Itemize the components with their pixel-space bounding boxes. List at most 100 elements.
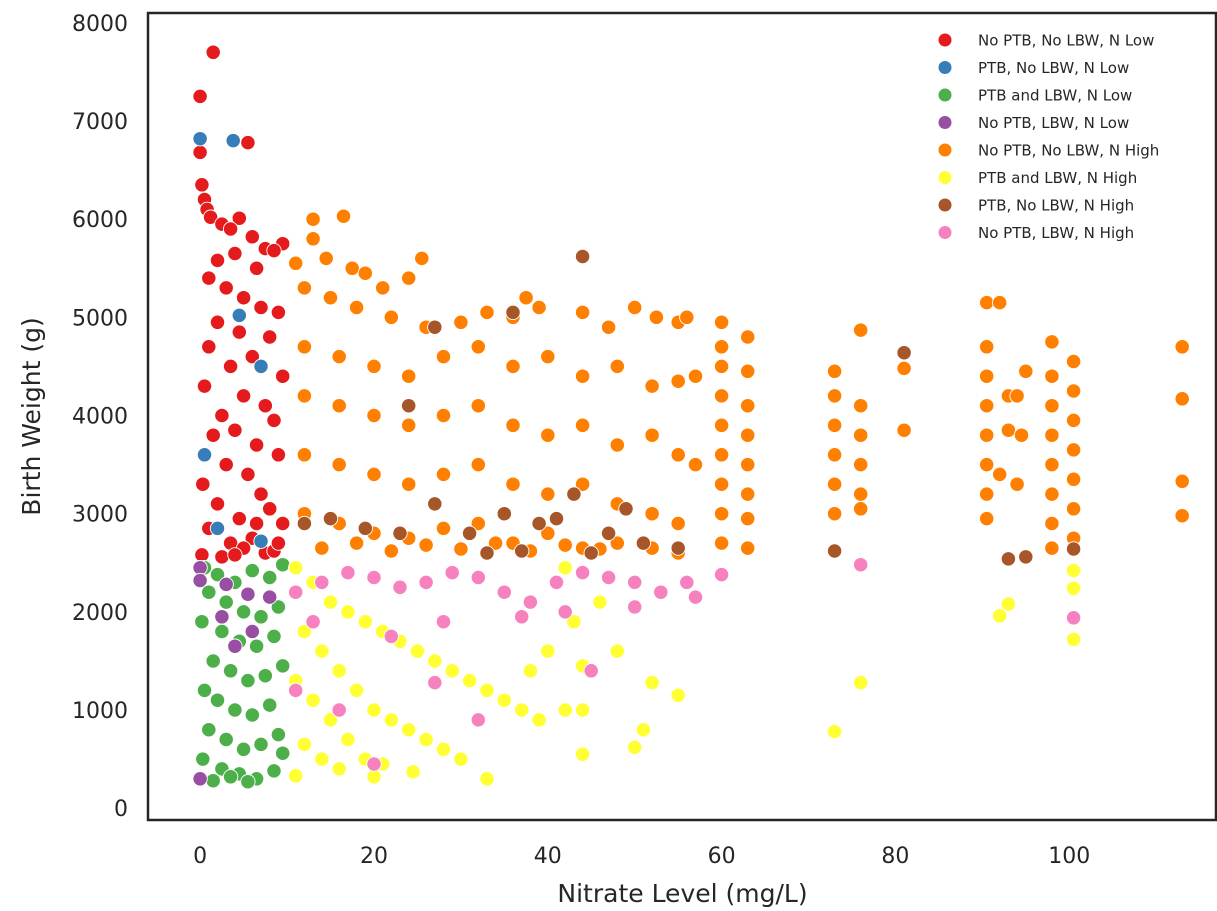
data-point — [288, 768, 304, 784]
data-point — [574, 248, 591, 265]
data-point — [305, 692, 321, 708]
data-point — [740, 329, 756, 345]
data-point — [322, 594, 339, 610]
data-point — [314, 540, 330, 556]
data-point — [383, 543, 399, 559]
data-point — [979, 398, 995, 414]
data-point — [340, 604, 356, 620]
data-point — [979, 456, 995, 473]
data-point — [826, 476, 843, 492]
data-point — [487, 535, 504, 551]
data-point — [687, 589, 704, 605]
data-point — [240, 586, 256, 602]
legend-item: No PTB, No LBW, N Low — [938, 32, 1154, 50]
data-point — [194, 614, 210, 630]
data-point — [240, 466, 256, 483]
series-5 — [288, 560, 1082, 787]
data-point — [366, 407, 382, 424]
data-point — [262, 569, 278, 586]
data-point — [195, 476, 211, 492]
data-point — [405, 764, 421, 780]
data-point — [979, 339, 995, 355]
data-point — [270, 726, 287, 743]
data-point — [366, 569, 382, 586]
data-point — [366, 769, 382, 785]
legend-item: PTB and LBW, N Low — [938, 87, 1132, 105]
data-point — [505, 304, 521, 321]
data-point — [227, 638, 243, 654]
data-point — [600, 525, 617, 541]
data-point — [635, 535, 652, 551]
data-point — [235, 741, 252, 757]
data-point — [444, 663, 460, 679]
data-point — [401, 270, 417, 286]
x-tick-label: 100 — [1048, 844, 1090, 869]
data-point — [357, 265, 373, 281]
data-point — [331, 702, 347, 718]
data-point — [1065, 353, 1082, 370]
data-point — [262, 697, 278, 713]
data-point — [670, 373, 686, 389]
data-point — [435, 407, 452, 424]
data-point — [214, 623, 230, 640]
data-point — [288, 560, 304, 576]
data-point — [574, 564, 591, 581]
legend-item: No PTB, LBW, N Low — [938, 114, 1129, 132]
data-point — [270, 535, 287, 551]
data-point — [196, 682, 213, 699]
data-point — [401, 417, 417, 433]
data-point — [505, 358, 521, 375]
data-point — [496, 692, 512, 708]
data-point — [826, 543, 843, 559]
data-point — [340, 731, 356, 748]
data-point — [853, 322, 869, 338]
points-layer — [192, 44, 1190, 790]
data-point — [209, 566, 226, 583]
data-point — [522, 663, 539, 679]
x-tick-label: 0 — [193, 844, 207, 869]
data-point — [826, 363, 843, 379]
data-point — [435, 614, 452, 630]
data-point — [218, 280, 234, 296]
data-point — [514, 543, 530, 559]
data-point — [288, 255, 304, 271]
legend-item: No PTB, LBW, N High — [938, 224, 1134, 242]
data-point — [540, 643, 556, 659]
data-point — [1065, 442, 1082, 458]
data-point — [496, 506, 512, 522]
data-point — [296, 447, 313, 463]
data-point — [414, 250, 430, 267]
data-point — [357, 520, 373, 537]
series-0 — [192, 44, 291, 565]
data-point — [322, 510, 339, 527]
data-point — [1044, 515, 1060, 532]
data-point — [644, 378, 660, 394]
data-point — [296, 388, 313, 404]
data-point — [713, 535, 730, 551]
legend-marker — [938, 143, 952, 157]
data-point — [713, 566, 730, 583]
data-point — [201, 270, 217, 286]
data-point — [1065, 471, 1082, 487]
data-point — [235, 290, 252, 306]
data-point — [505, 417, 521, 433]
data-point — [275, 658, 291, 674]
data-point — [713, 388, 730, 404]
data-point — [194, 547, 210, 563]
data-point — [296, 280, 313, 296]
data-point — [522, 594, 539, 610]
data-point — [331, 348, 347, 365]
legend-label: PTB, No LBW, N High — [978, 197, 1134, 215]
data-point — [340, 564, 356, 581]
data-point — [201, 339, 217, 355]
data-point — [1065, 383, 1082, 399]
data-point — [305, 211, 321, 227]
data-point — [257, 668, 273, 684]
data-point — [627, 574, 643, 591]
data-point — [1065, 610, 1082, 626]
data-point — [427, 674, 443, 691]
legend-item: PTB and LBW, N High — [938, 169, 1137, 187]
data-point — [531, 712, 547, 728]
data-point — [375, 280, 391, 296]
data-point — [461, 672, 478, 689]
